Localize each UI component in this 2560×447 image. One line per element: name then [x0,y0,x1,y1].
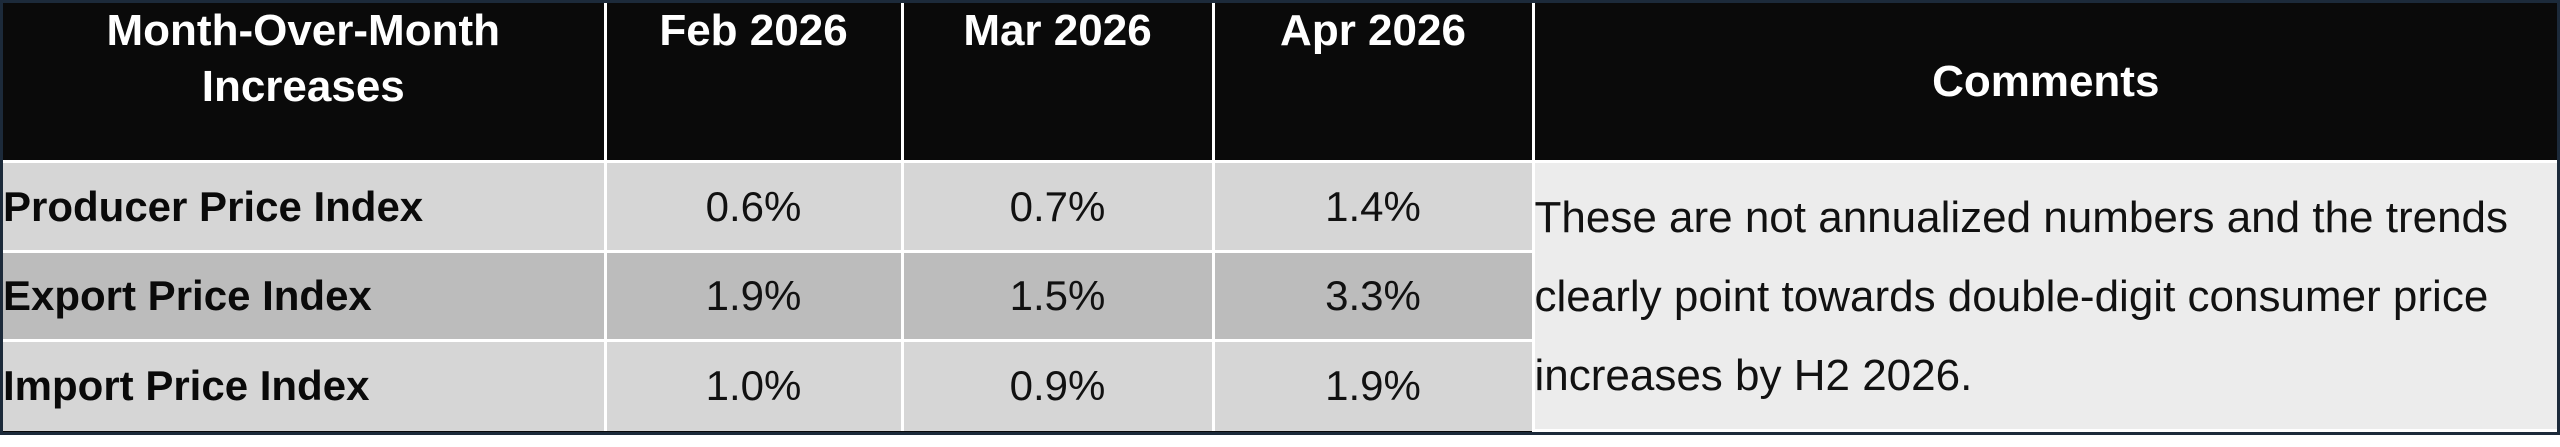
cell-ppi-mar: 0.7% [900,160,1215,253]
table-row: Export Price Index 1.9% 1.5% 3.3% [3,249,2557,343]
cell-ipi-feb: 1.0% [603,339,904,431]
header-comments: Comments [1531,3,2557,164]
row-label-producer-price-index: Producer Price Index [3,160,607,253]
table-frame: Month-Over-Month Increases Feb 2026 Mar … [0,0,2560,435]
row-label-export-price-index: Export Price Index [3,249,607,343]
comments-cell: These are not annualized numbers and the… [1531,160,2557,432]
table-row: Producer Price Index 0.6% 0.7% 1.4% Thes… [3,160,2557,432]
cell-ppi-feb: 0.6% [603,160,904,253]
mom-increases-table: Month-Over-Month Increases Feb 2026 Mar … [3,3,2557,432]
cell-epi-apr: 3.3% [1211,249,1535,343]
cell-ppi-apr: 1.4% [1211,160,1535,253]
row-label-import-price-index: Import Price Index [3,339,607,431]
header-row: Month-Over-Month Increases Feb 2026 Mar … [3,3,2557,164]
header-feb-2026: Feb 2026 [603,3,904,164]
header-apr-2026: Apr 2026 [1211,3,1535,164]
cell-ipi-mar: 0.9% [900,339,1215,431]
cell-epi-mar: 1.5% [900,249,1215,343]
cell-ipi-apr: 1.9% [1211,339,1535,431]
table-row: Import Price Index 1.0% 0.9% 1.9% [3,339,2557,431]
header-month-over-month: Month-Over-Month Increases [3,3,607,164]
cell-epi-feb: 1.9% [603,249,904,343]
header-mar-2026: Mar 2026 [900,3,1215,164]
